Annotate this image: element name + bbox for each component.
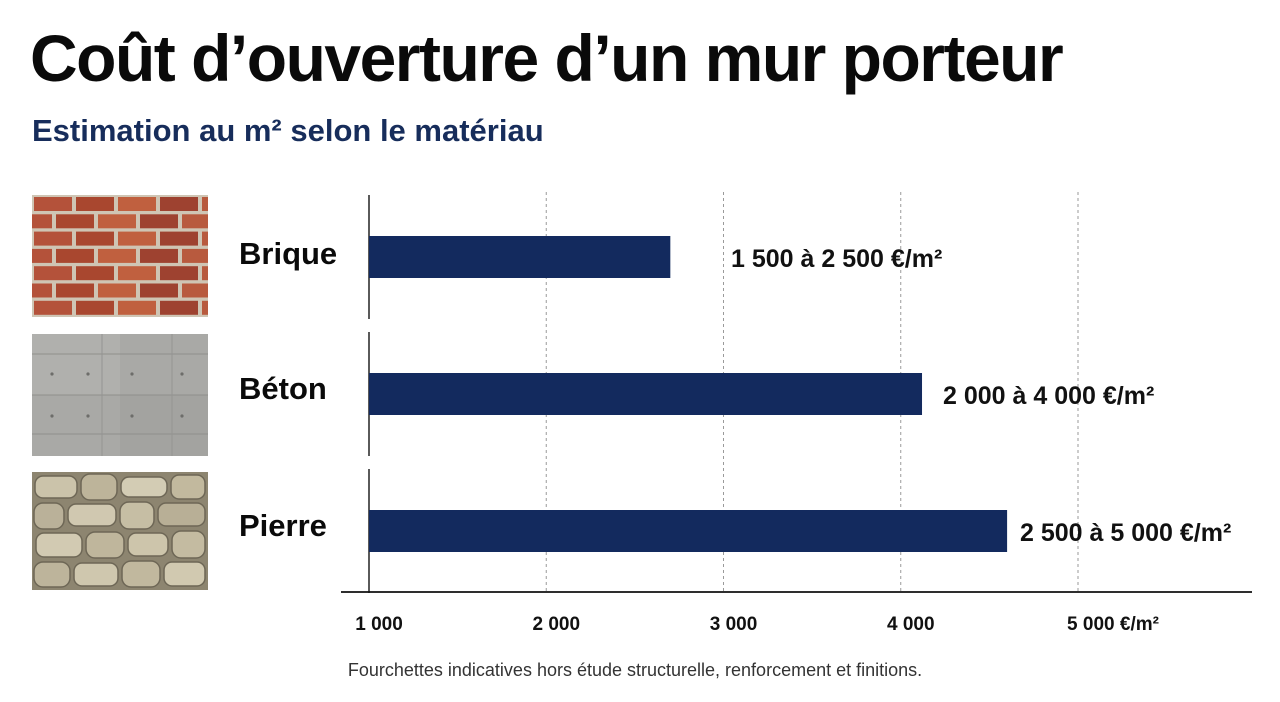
data-label-2: 2 000 à 4 000 €/m² (943, 382, 1154, 410)
x-tick-label-3: 3 000 (710, 614, 758, 635)
footnote: Fourchettes indicatives hors étude struc… (347, 660, 923, 680)
x-tick-label-1: 1 000 (355, 614, 403, 635)
bar-pierre (369, 510, 1008, 552)
page-subtitle: Estimation au m² selon le matériau (32, 113, 544, 148)
bar-béton (369, 373, 923, 415)
bar-brique (369, 236, 671, 278)
x-tick-label-4: 4 000 (887, 614, 935, 635)
brick-texture-image (32, 195, 208, 317)
data-label-1: 1 500 à 2 500 €/m² (731, 245, 942, 273)
stone-texture-image (32, 472, 208, 594)
x-tick-label-2: 2 000 (532, 614, 580, 635)
category-label-pierre: Pierre (239, 508, 327, 543)
category-label-brique: Brique (239, 236, 338, 271)
concrete-texture-image (32, 334, 208, 456)
data-label-3: 2 500 à 5 000 €/m² (1020, 519, 1231, 547)
category-label-beton: Béton (239, 371, 327, 406)
page-title: Coût d’ouverture d’un mur porteur (30, 21, 1064, 95)
x-tick-label-5: 5 000 €/m² (1067, 614, 1159, 635)
